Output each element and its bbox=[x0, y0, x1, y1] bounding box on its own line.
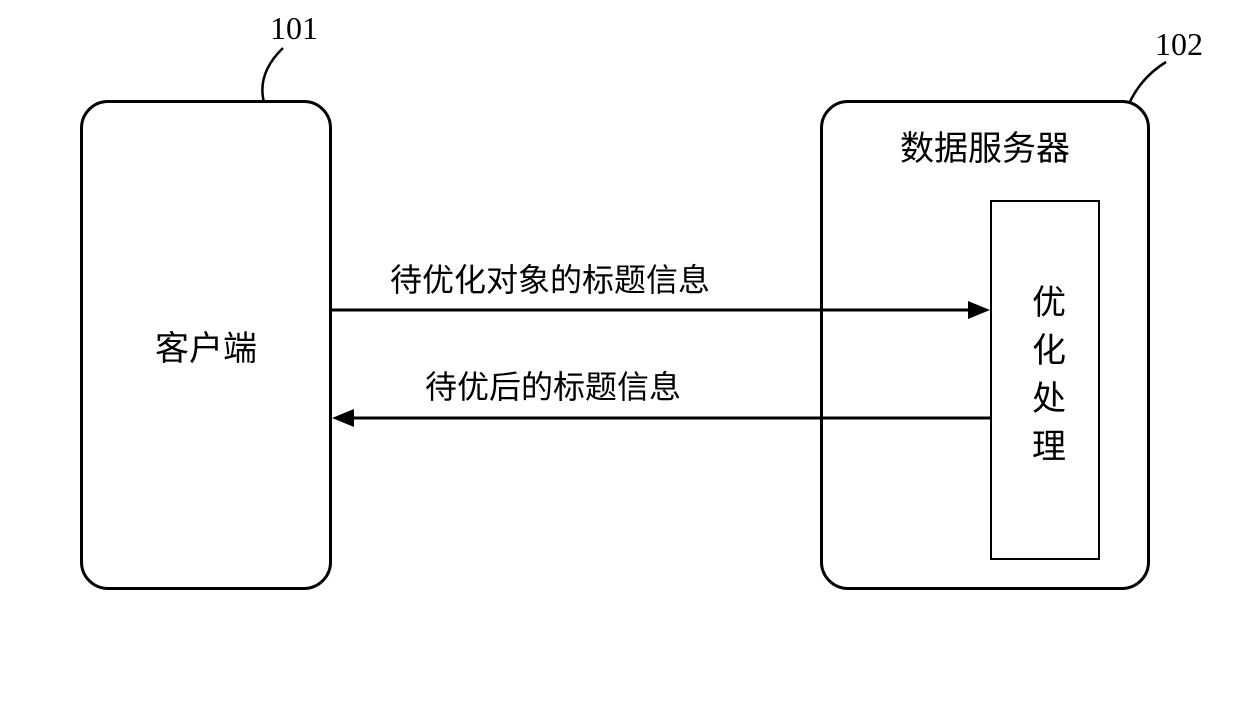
diagram-canvas: 101 102 客户端 数据服务器 优化处理 待优化对象的标题信息 待优后的标题… bbox=[0, 0, 1239, 720]
client-label: 客户端 bbox=[155, 321, 257, 370]
ref-label-client: 101 bbox=[270, 10, 318, 47]
arrow-to-server-label: 待优化对象的标题信息 bbox=[390, 255, 710, 301]
arrow-to-client-label: 待优后的标题信息 bbox=[425, 362, 681, 408]
server-label: 数据服务器 bbox=[900, 121, 1070, 170]
server-box: 数据服务器 bbox=[820, 100, 1150, 590]
process-box: 优化处理 bbox=[990, 200, 1100, 560]
ref-label-server: 102 bbox=[1155, 26, 1203, 63]
process-box-label: 优化处理 bbox=[1021, 284, 1070, 476]
client-box: 客户端 bbox=[80, 100, 332, 590]
